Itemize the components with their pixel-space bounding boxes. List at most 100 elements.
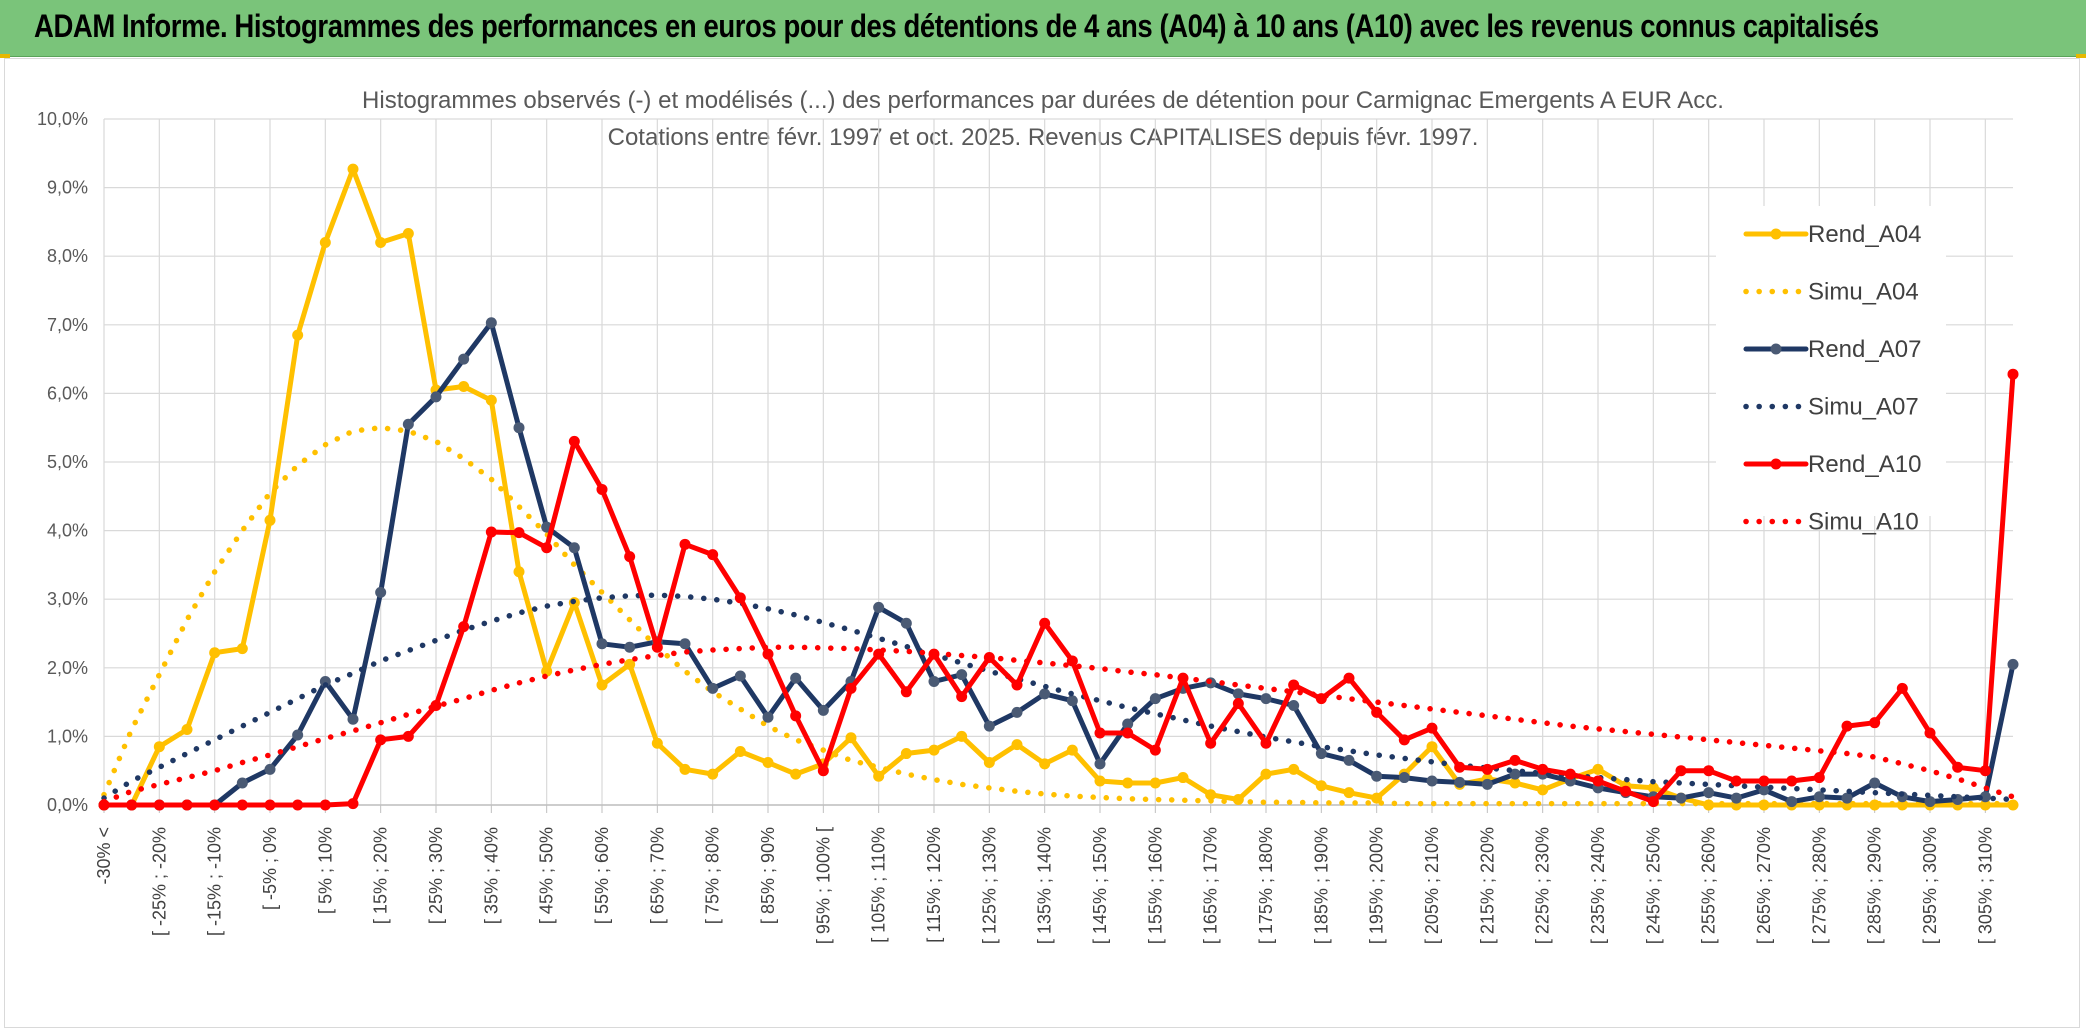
point-rend-a04 <box>1205 789 1217 801</box>
x-tick-label: [ 305% ; 310% <box>1975 827 1995 944</box>
point-rend-a07 <box>762 711 774 723</box>
point-rend-a04 <box>734 745 746 757</box>
x-tick-label: [ 125% ; 130% <box>979 827 999 944</box>
point-rend-a07 <box>513 422 525 434</box>
point-rend-a04 <box>1592 763 1604 775</box>
point-rend-a10 <box>1896 682 1908 694</box>
point-rend-a10 <box>1841 720 1853 732</box>
point-rend-a04 <box>375 236 387 248</box>
x-tick-label: [ -5% ; 0% <box>260 827 280 910</box>
point-rend-a04 <box>1066 744 1078 756</box>
y-axis-ticks: 0,0% 1,0% 2,0% 3,0% 4,0% 5,0% 6,0% 7,0% 8,0% 9,0%… <box>37 109 88 815</box>
point-rend-a07 <box>485 317 497 329</box>
point-rend-a10 <box>790 710 802 722</box>
x-tick-label: [ 225% ; 230% <box>1533 827 1553 944</box>
point-rend-a10 <box>1094 727 1106 739</box>
y-tick-label: 6,0% <box>47 383 88 403</box>
point-rend-a10 <box>1371 706 1383 718</box>
point-rend-a04 <box>1371 792 1383 804</box>
point-rend-a10 <box>153 799 165 811</box>
point-rend-a10 <box>1675 765 1687 777</box>
gridlines <box>103 118 2013 813</box>
point-rend-a10 <box>1813 772 1825 784</box>
y-tick-label: 10,0% <box>37 109 88 129</box>
legend-marker-rend-a07 <box>1770 343 1782 355</box>
point-rend-a10 <box>1564 768 1576 780</box>
point-rend-a04 <box>900 748 912 760</box>
point-rend-a07 <box>1730 792 1742 804</box>
point-rend-a04 <box>707 768 719 780</box>
point-rend-a10 <box>1620 785 1632 797</box>
point-rend-a10 <box>1260 737 1272 749</box>
series-line-rend-a07 <box>101 320 2016 808</box>
point-rend-a07 <box>375 586 387 598</box>
point-rend-a07 <box>430 391 442 403</box>
point-rend-a07 <box>1869 777 1881 789</box>
point-rend-a10 <box>458 621 470 633</box>
point-rend-a10 <box>1343 672 1355 684</box>
point-rend-a10 <box>734 592 746 604</box>
point-rend-a04 <box>1647 782 1659 794</box>
corner-accent-right <box>2076 54 2086 58</box>
point-rend-a04 <box>236 643 248 655</box>
point-rend-a04 <box>458 381 470 393</box>
point-rend-a04 <box>1094 775 1106 787</box>
point-rend-a10 <box>845 682 857 694</box>
x-tick-label: [ 15% ; 20% <box>371 827 391 924</box>
point-rend-a07 <box>900 617 912 629</box>
point-rend-a07 <box>873 601 885 613</box>
x-tick-label: [ 85% ; 90% <box>758 827 778 924</box>
x-tick-label: [ 115% ; 120% <box>924 827 944 943</box>
x-tick-label: [ 45% ; 50% <box>537 827 557 924</box>
point-rend-a10 <box>513 527 525 539</box>
point-rend-a04 <box>956 730 968 742</box>
corner-accent-left <box>0 54 10 58</box>
series-line-rend-a10 <box>101 371 2016 808</box>
point-rend-a07 <box>1675 792 1687 804</box>
y-tick-label: 7,0% <box>47 315 88 335</box>
point-rend-a07 <box>1813 791 1825 803</box>
point-rend-a04 <box>1343 787 1355 799</box>
x-tick-label: [ 245% ; 250% <box>1643 827 1663 944</box>
point-rend-a10 <box>817 765 829 777</box>
x-tick-label: [ 215% ; 220% <box>1477 827 1497 944</box>
point-rend-a10 <box>679 538 691 550</box>
point-rend-a10 <box>1786 775 1798 787</box>
point-rend-a10 <box>181 799 193 811</box>
line-chart: Histogrammes observés (-) et modélisés (… <box>37 87 2019 944</box>
point-rend-a07 <box>347 713 359 725</box>
point-rend-a07 <box>1371 770 1383 782</box>
point-rend-a10 <box>292 799 304 811</box>
point-rend-a04 <box>651 737 663 749</box>
x-tick-label: [ 285% ; 290% <box>1865 827 1885 944</box>
x-tick-label: [ 35% ; 40% <box>481 827 501 924</box>
point-rend-a04 <box>1813 799 1825 811</box>
point-rend-a10 <box>1703 765 1715 777</box>
point-rend-a07 <box>1703 787 1715 799</box>
point-rend-a10 <box>1509 754 1521 766</box>
point-rend-a10 <box>568 435 580 447</box>
point-rend-a10 <box>762 648 774 660</box>
point-rend-a07 <box>624 641 636 653</box>
point-rend-a10 <box>1454 761 1466 773</box>
point-rend-a10 <box>1398 734 1410 746</box>
legend-marker-rend-a10 <box>1770 458 1782 470</box>
point-rend-a10 <box>707 549 719 561</box>
point-rend-a07 <box>1481 778 1493 790</box>
point-rend-a04 <box>513 566 525 578</box>
point-rend-a07 <box>1979 791 1991 803</box>
point-rend-a07 <box>568 542 580 554</box>
point-rend-a04 <box>264 514 276 526</box>
point-rend-a07 <box>1094 758 1106 770</box>
point-rend-a07 <box>1454 776 1466 788</box>
point-rend-a07 <box>1758 784 1770 796</box>
point-rend-a10 <box>375 734 387 746</box>
x-tick-label: [ 275% ; 280% <box>1809 827 1829 944</box>
x-tick-label: -30% < <box>94 827 114 885</box>
x-tick-label: [ 175% ; 180% <box>1256 827 1276 944</box>
x-tick-label: [ -15% ; -10% <box>205 827 225 936</box>
point-rend-a04 <box>181 724 193 736</box>
x-tick-label: [ 25% ; 30% <box>426 827 446 924</box>
x-tick-label: [ 255% ; 260% <box>1699 827 1719 944</box>
y-tick-label: 3,0% <box>47 589 88 609</box>
